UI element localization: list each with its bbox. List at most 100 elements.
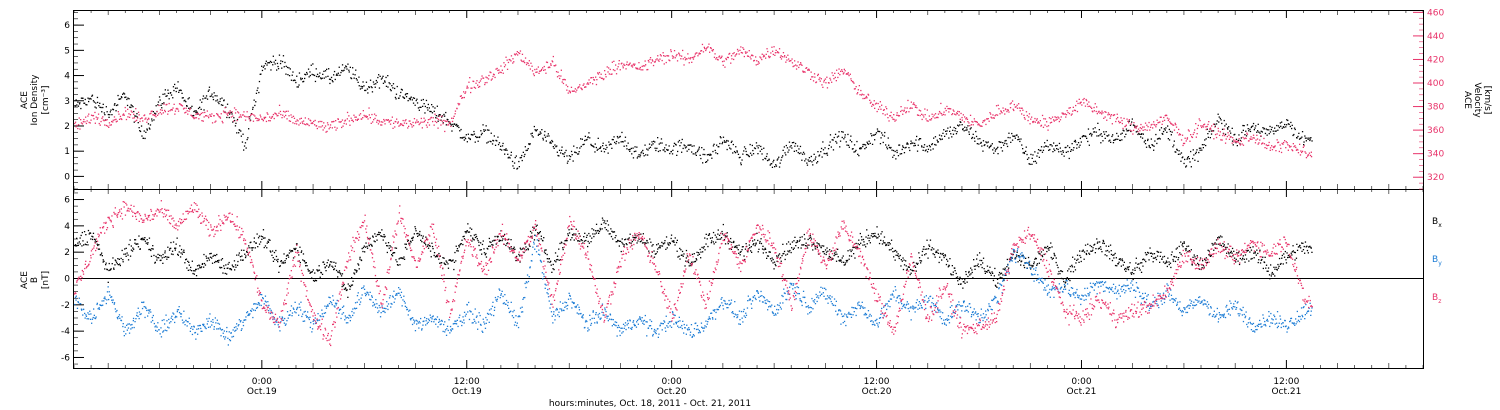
- x-tick-time-label: 12:00: [454, 377, 480, 387]
- ion-density-point: [151, 120, 153, 122]
- velocity-point: [860, 89, 862, 92]
- velocity-point: [465, 91, 467, 93]
- velocity-point: [1097, 111, 1099, 113]
- velocity-point: [233, 107, 236, 109]
- bx-point: [952, 271, 954, 273]
- bx-point: [228, 261, 230, 264]
- velocity-point: [1026, 114, 1028, 117]
- ion-density-point: [1258, 131, 1260, 133]
- ion-density-point: [292, 79, 294, 82]
- bx-point: [255, 242, 257, 244]
- bx-point: [327, 259, 329, 261]
- velocity-point: [1171, 123, 1173, 125]
- ion-density-point: [820, 147, 823, 150]
- bx-point: [674, 244, 676, 246]
- bx-point: [275, 249, 277, 252]
- bx-point: [273, 251, 276, 254]
- velocity-point: [132, 117, 134, 119]
- bx-point: [805, 245, 807, 247]
- bx-point: [183, 251, 185, 253]
- velocity-point: [1284, 140, 1286, 142]
- bx-point: [843, 261, 845, 263]
- ion-density-point: [1293, 127, 1296, 129]
- y-tick-label: 2: [64, 122, 70, 132]
- bx-point: [329, 261, 332, 263]
- velocity-point: [231, 111, 233, 113]
- ion-density-point: [277, 65, 279, 68]
- velocity-point: [630, 65, 633, 67]
- ion-density-point: [188, 97, 190, 99]
- velocity-point: [806, 67, 808, 69]
- bx-point: [711, 237, 713, 239]
- velocity-point: [1023, 117, 1026, 119]
- velocity-point: [1202, 126, 1205, 128]
- bx-point: [881, 231, 883, 233]
- ion-density-point: [389, 88, 392, 91]
- bx-point: [900, 259, 902, 261]
- ion-density-point: [642, 149, 644, 152]
- x-tick-date-label: Oct.20: [862, 387, 892, 397]
- velocity-point: [672, 56, 675, 58]
- bx-point: [916, 263, 918, 265]
- velocity-point: [1210, 128, 1212, 130]
- ion-density-point: [1079, 137, 1081, 140]
- velocity-point: [458, 104, 460, 106]
- velocity-point: [449, 121, 451, 123]
- velocity-point: [398, 125, 400, 127]
- bx-point: [245, 255, 247, 257]
- bx-point: [606, 220, 608, 222]
- ion-density-point: [862, 145, 864, 148]
- velocity-point: [1144, 122, 1147, 124]
- ion-density-point: [762, 159, 764, 161]
- ion-density-point: [1001, 150, 1004, 152]
- velocity-point: [423, 121, 426, 123]
- ion-density-point: [981, 145, 983, 147]
- velocity-point: [321, 120, 323, 123]
- bx-point: [371, 244, 373, 246]
- ion-density-point: [1204, 139, 1206, 141]
- velocity-point: [1254, 142, 1257, 144]
- velocity-point: [946, 105, 948, 108]
- bx-point: [201, 263, 203, 265]
- velocity-point: [562, 82, 565, 85]
- velocity-point: [312, 122, 314, 125]
- velocity-point: [484, 83, 486, 86]
- ion-density-point: [913, 145, 915, 147]
- ion-density-point: [88, 100, 90, 103]
- ion-density-point: [214, 95, 216, 97]
- ion-density-point: [1004, 140, 1006, 142]
- bx-point: [528, 244, 530, 246]
- ion-density-point: [720, 137, 722, 139]
- ion-density-point: [1072, 149, 1074, 151]
- ion-density-point: [1162, 133, 1164, 135]
- velocity-point: [1009, 103, 1011, 105]
- bx-point: [495, 243, 497, 245]
- bx-point: [655, 253, 657, 255]
- ion-density-point: [713, 143, 715, 145]
- ion-density-point: [1220, 119, 1222, 121]
- ion-density-point: [747, 155, 750, 157]
- ion-density-point: [868, 140, 870, 142]
- bx-point: [750, 246, 752, 248]
- bx-point: [769, 251, 771, 253]
- ion-density-point: [808, 160, 810, 162]
- velocity-point: [503, 62, 505, 64]
- ion-density-point: [1268, 133, 1270, 135]
- velocity-point: [462, 97, 464, 99]
- ion-density-point: [579, 147, 581, 149]
- velocity-point: [1175, 124, 1177, 126]
- velocity-point: [808, 69, 810, 71]
- velocity-point: [931, 113, 933, 115]
- ion-density-point: [134, 115, 136, 117]
- bx-point: [158, 257, 160, 259]
- ion-density-point: [1098, 129, 1100, 131]
- ion-density-point: [253, 99, 255, 101]
- ion-density-point: [663, 149, 665, 151]
- ion-density-point: [1014, 135, 1016, 137]
- bx-point: [777, 254, 780, 256]
- ion-density-point: [577, 153, 580, 155]
- ion-density-point: [477, 140, 479, 142]
- bx-point: [351, 277, 353, 279]
- ion-density-point: [1301, 136, 1303, 138]
- velocity-point: [530, 62, 532, 64]
